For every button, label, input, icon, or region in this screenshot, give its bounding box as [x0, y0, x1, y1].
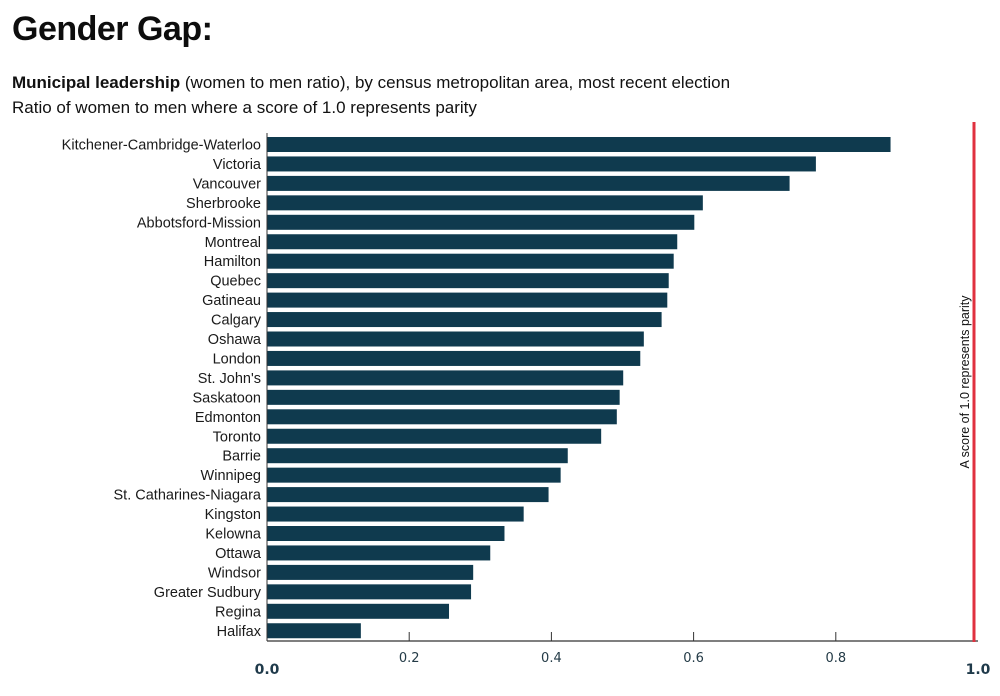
category-label: Kelowna: [205, 527, 262, 543]
x-tick-label: 0.8: [825, 651, 846, 666]
bar: [267, 253, 674, 269]
bar: [267, 487, 549, 503]
category-label: Quebec: [210, 274, 261, 290]
category-label: Regina: [215, 604, 262, 620]
chart-subtitle: Municipal leadership (women to men ratio…: [12, 73, 730, 93]
category-label: Abbotsford-Mission: [137, 215, 261, 231]
x-tick-label: 1.0: [966, 662, 991, 678]
bar: [267, 234, 678, 250]
x-tick-label: 0.6: [683, 651, 704, 666]
bar: [267, 370, 624, 386]
bar: [267, 623, 361, 639]
category-label: Kitchener-Cambridge-Waterloo: [62, 138, 261, 154]
bar: [267, 409, 617, 425]
category-label: Sherbrooke: [186, 196, 261, 212]
bar: [267, 506, 524, 522]
x-tick-label: 0.0: [255, 662, 280, 678]
category-label: St. Catharines-Niagara: [114, 488, 262, 504]
category-label: St. John's: [198, 371, 261, 387]
category-label: Kingston: [205, 507, 261, 523]
bar: [267, 331, 644, 347]
subtitle-bold: Municipal leadership: [12, 73, 181, 92]
category-label: Windsor: [208, 565, 261, 581]
bar: [267, 273, 669, 289]
bar: [267, 156, 816, 172]
bar: [267, 584, 472, 600]
bar: [267, 545, 491, 561]
category-label: London: [213, 351, 261, 367]
category-label: Greater Sudbury: [154, 585, 262, 601]
bar: [267, 467, 561, 483]
parity-annotation: A score of 1.0 represents parity: [958, 295, 972, 469]
chart-subtitle-2: Ratio of women to men where a score of 1…: [12, 98, 477, 117]
bar: [267, 350, 641, 366]
category-label: Ottawa: [215, 546, 262, 562]
category-label: Oshawa: [208, 332, 262, 348]
bar: [267, 195, 703, 211]
bar: [267, 564, 474, 580]
category-label: Saskatoon: [192, 390, 261, 406]
category-label: Edmonton: [195, 410, 261, 426]
category-label: Toronto: [213, 429, 261, 445]
bar: [267, 214, 695, 230]
category-label: Victoria: [213, 157, 262, 173]
category-label: Barrie: [222, 449, 261, 465]
bar: [267, 175, 790, 191]
category-label: Vancouver: [193, 176, 261, 192]
bar: [267, 603, 450, 619]
chart-title: Gender Gap:: [12, 10, 213, 48]
bar: [267, 448, 568, 464]
category-label: Montreal: [205, 235, 261, 251]
bar: [267, 312, 662, 328]
bar: [267, 137, 891, 152]
category-label: Halifax: [217, 624, 262, 640]
category-label: Calgary: [211, 313, 262, 329]
bar: [267, 292, 668, 308]
category-label: Hamilton: [204, 254, 261, 270]
bar: [267, 428, 602, 444]
category-label: Gatineau: [202, 293, 261, 309]
bar: [267, 526, 505, 541]
subtitle-rest: (women to men ratio), by census metropol…: [180, 73, 731, 92]
bar: [267, 389, 620, 405]
category-label: Winnipeg: [201, 468, 261, 484]
x-tick-label: 0.4: [541, 651, 562, 666]
x-tick-label: 0.2: [399, 651, 420, 666]
